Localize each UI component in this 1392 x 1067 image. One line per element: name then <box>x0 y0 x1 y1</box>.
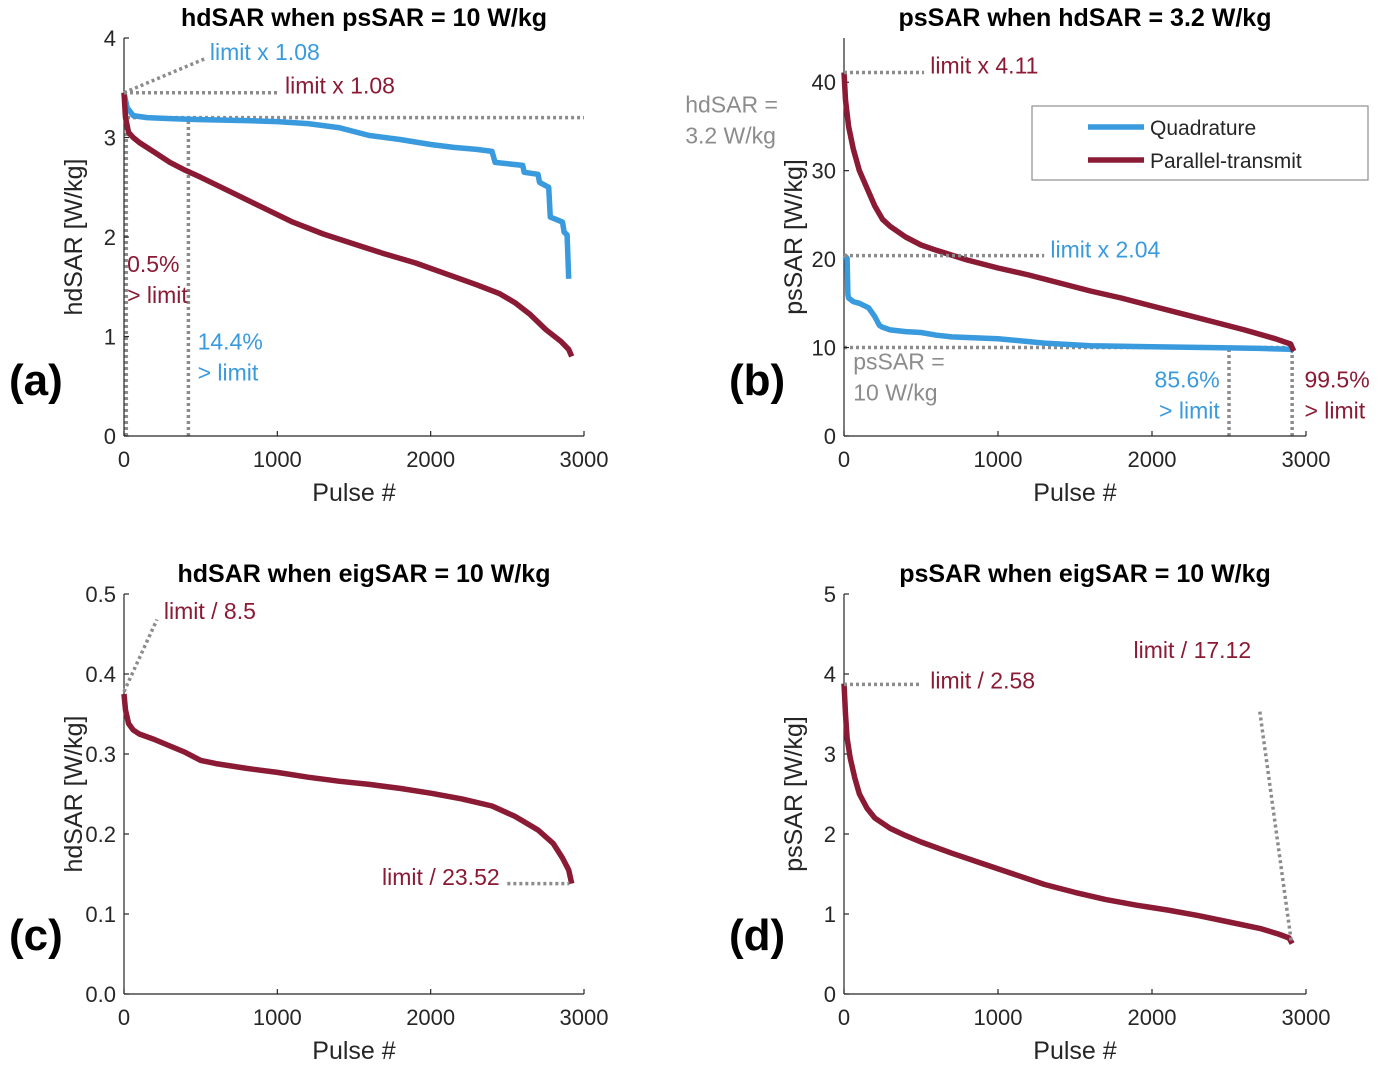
x-tick-label: 2000 <box>1128 447 1177 472</box>
x-axis-label: Pulse # <box>1033 1037 1116 1065</box>
y-tick-label: 4 <box>824 662 836 687</box>
legend-entry: Parallel-transmit <box>1150 150 1302 173</box>
panel-label: (d) <box>729 911 785 960</box>
annotation-leader <box>123 56 208 95</box>
x-tick-label: 2000 <box>1128 1005 1177 1030</box>
y-tick-label: 1 <box>104 325 116 350</box>
chart-panel-1: 0 1000 2000 3000 0 1 2 3 4 Pulse # hdSAR [W/kg] hdS… <box>9 4 778 507</box>
annotation-text: > limit <box>127 282 188 308</box>
annotation-text: limit / 23.52 <box>382 864 500 890</box>
y-tick-label: 20 <box>812 247 836 272</box>
chart-title: psSAR when eigSAR = 10 W/kg <box>899 560 1271 588</box>
x-tick-label: 3000 <box>1282 447 1331 472</box>
y-tick-label: 0.1 <box>85 902 116 927</box>
x-tick-label: 2000 <box>406 1005 455 1030</box>
y-tick-label: 0.0 <box>85 982 116 1007</box>
y-tick-label: 40 <box>812 70 836 95</box>
annotation-text: psSAR = <box>853 349 944 375</box>
annotation-text: limit x 1.08 <box>285 73 395 99</box>
annotation-leader <box>1258 711 1294 943</box>
x-tick-label: 1000 <box>253 447 302 472</box>
y-tick-label: 3 <box>104 126 116 151</box>
x-tick-label: 0 <box>838 1005 850 1030</box>
annotation-text: > limit <box>1159 397 1220 423</box>
series-line-quadrature <box>121 92 572 279</box>
chart-panel-4: 0 1000 2000 3000 0 1 2 3 4 5 Pulse # psSAR [W/kg] ps… <box>729 560 1330 1065</box>
panel-label: (b) <box>729 356 785 405</box>
chart-panel-2: 0 1000 2000 3000 0 10 20 30 40 Pulse # psSAR [W/kg… <box>729 4 1370 507</box>
y-tick-label: 3 <box>824 742 836 767</box>
chart-panel-3: 0 1000 2000 3000 0.0 0.1 0.2 0.3 0.4 0.5 Pulse # hd… <box>9 560 608 1065</box>
annotation-text: 99.5% <box>1304 366 1369 392</box>
x-tick-label: 0 <box>118 447 130 472</box>
annotation-text: 85.6% <box>1155 366 1220 392</box>
y-axis-label: hdSAR [W/kg] <box>60 159 88 316</box>
annotation-text: limit x 2.04 <box>1050 236 1160 262</box>
series-line-parallel-transmit <box>121 92 575 358</box>
legend-entry: Quadrature <box>1150 117 1256 140</box>
y-tick-label: 0 <box>824 424 836 449</box>
annotation-text: 0.5% <box>127 251 179 277</box>
x-tick-label: 1000 <box>253 1005 302 1030</box>
panel-label: (a) <box>9 356 63 405</box>
y-tick-label: 0.2 <box>85 822 116 847</box>
x-tick-label: 1000 <box>974 1005 1023 1030</box>
x-axis-label: Pulse # <box>1033 479 1116 507</box>
chart-title: hdSAR when eigSAR = 10 W/kg <box>178 560 551 588</box>
x-tick-label: 3000 <box>1282 1005 1331 1030</box>
annotation-text: limit / 8.5 <box>164 598 256 624</box>
annotation-text: hdSAR = <box>685 92 778 118</box>
annotation-text: limit / 2.58 <box>930 667 1035 693</box>
y-tick-label: 0.5 <box>85 582 116 607</box>
y-tick-label: 2 <box>104 225 116 250</box>
annotation-text: limit x 4.11 <box>930 52 1038 78</box>
panel-label: (c) <box>9 911 63 960</box>
annotation-text: > limit <box>198 359 259 385</box>
chart-title: psSAR when hdSAR = 3.2 W/kg <box>899 4 1272 32</box>
series-line-parallel-transmit <box>841 683 1295 945</box>
series-line-parallel-transmit <box>121 693 575 885</box>
annotation-text: > limit <box>1304 397 1365 423</box>
y-tick-label: 10 <box>812 336 836 361</box>
series-line-quadrature <box>842 253 1296 354</box>
y-tick-label: 0 <box>824 982 836 1007</box>
y-tick-label: 5 <box>824 582 836 607</box>
annotation-text: 3.2 W/kg <box>685 123 776 149</box>
y-tick-label: 1 <box>824 902 836 927</box>
annotation-text: 10 W/kg <box>853 380 937 406</box>
y-axis-label: psSAR [W/kg] <box>780 159 808 315</box>
x-axis-label: Pulse # <box>312 479 395 507</box>
legend-box <box>1031 105 1369 181</box>
y-tick-label: 0.3 <box>85 742 116 767</box>
y-tick-label: 2 <box>824 822 836 847</box>
y-tick-label: 4 <box>104 26 116 51</box>
y-tick-label: 0.4 <box>85 662 116 687</box>
annotation-text: 14.4% <box>198 328 263 354</box>
y-axis-label: hdSAR [W/kg] <box>60 716 88 873</box>
annotation-leader <box>122 618 159 693</box>
annotation-text: limit x 1.08 <box>210 39 320 65</box>
x-tick-label: 0 <box>118 1005 130 1030</box>
x-tick-label: 1000 <box>974 447 1023 472</box>
x-tick-label: 2000 <box>406 447 455 472</box>
y-tick-label: 30 <box>812 159 836 184</box>
chart-title: hdSAR when psSAR = 10 W/kg <box>181 4 547 32</box>
x-axis-label: Pulse # <box>312 1037 395 1065</box>
annotation-text: limit / 17.12 <box>1134 637 1252 663</box>
x-tick-label: 0 <box>838 447 850 472</box>
x-tick-label: 3000 <box>560 447 609 472</box>
series-line-parallel-transmit <box>841 72 1297 353</box>
y-tick-label: 0 <box>104 424 116 449</box>
y-axis-label: psSAR [W/kg] <box>780 716 808 872</box>
x-tick-label: 3000 <box>560 1005 609 1030</box>
